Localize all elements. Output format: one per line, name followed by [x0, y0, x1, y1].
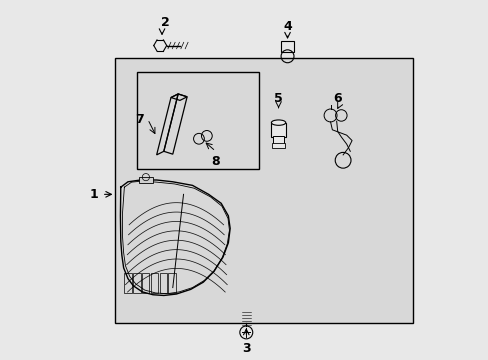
Bar [271, 123, 285, 137]
Bar [271, 143, 285, 148]
Text: 7: 7 [135, 113, 144, 126]
Bar [281, 41, 293, 52]
Bar [150, 273, 158, 293]
Text: 6: 6 [333, 92, 341, 105]
Polygon shape [120, 180, 230, 296]
Bar [142, 273, 149, 293]
Bar [115, 58, 412, 323]
Text: 1: 1 [89, 188, 98, 201]
Text: 2: 2 [161, 17, 170, 30]
Text: 8: 8 [211, 155, 220, 168]
Bar [132, 273, 140, 293]
Bar [159, 273, 167, 293]
Text: 3: 3 [242, 342, 250, 355]
Bar [123, 273, 131, 293]
Bar [168, 273, 176, 293]
Text: 5: 5 [274, 92, 283, 105]
Bar [137, 72, 258, 169]
Ellipse shape [271, 120, 285, 125]
Bar [139, 177, 153, 183]
Bar [273, 136, 284, 144]
Text: 4: 4 [283, 20, 291, 33]
